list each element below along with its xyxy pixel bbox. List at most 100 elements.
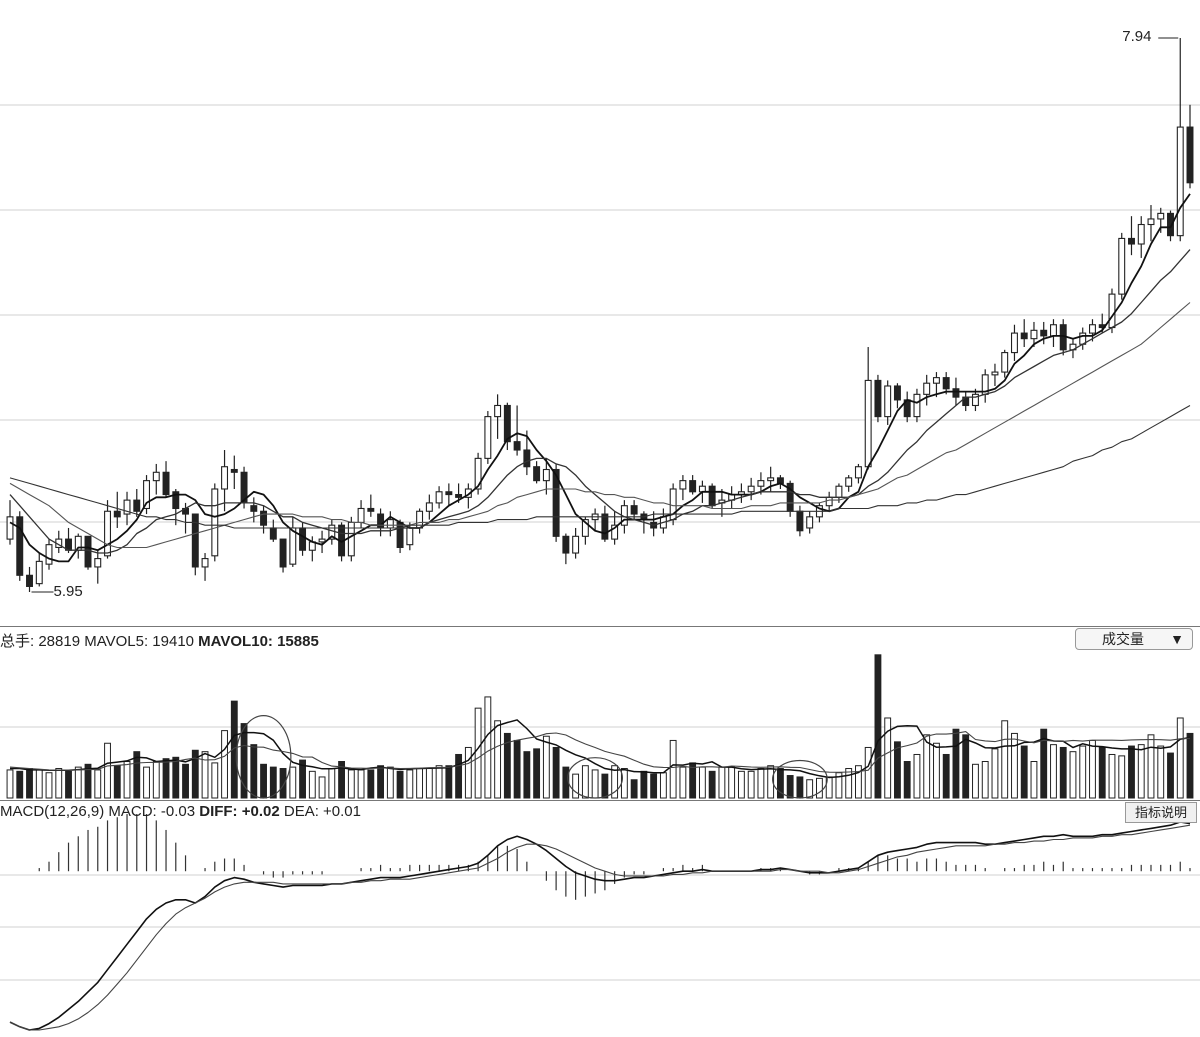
candle-body-up [542,468,550,482]
candlestick [893,383,901,409]
candle-body-down [162,471,170,496]
volume-bar-down [260,763,267,799]
volume-bar-up [35,769,43,799]
candlestick [318,530,326,554]
volume-bar-up [347,769,355,799]
candle-body-up [845,477,853,487]
volume-highlight-ellipse [567,757,624,799]
candle-body-up [767,477,775,482]
candlestick [796,505,804,537]
volume-bar-down [640,770,648,799]
candle-body-down [689,480,697,493]
candlestick [221,450,229,512]
candle-body-down [1020,332,1028,340]
volume-bar-up [669,739,677,799]
volume-bar-down [299,759,306,799]
candlestick [26,566,33,592]
volume-bar-down [445,765,453,799]
candle-body-up [923,382,931,395]
volume-bar-up [747,770,755,799]
candlestick [601,505,609,542]
volume-bar-down [552,746,560,799]
candle-body-down [708,485,716,507]
candle-body-down [269,527,277,540]
volume-bar-up [1176,717,1184,799]
volume-bar-up [328,768,336,799]
candlestick [767,466,775,492]
candle-body-up [221,466,229,490]
candle-body-up [1001,352,1009,373]
candle-body-down [1186,126,1194,184]
volume-bar-up [289,766,297,799]
volume-bar-up [45,772,53,799]
candle-body-up [201,558,209,568]
candlestick [1040,321,1048,345]
volume-bar-down [1186,732,1194,799]
candle-body-up [143,480,151,510]
chevron-down-icon: ▼ [1170,631,1184,647]
candlestick [913,388,921,423]
candlestick [591,508,599,531]
volume-bar-up [972,763,979,799]
indicator-select-label: 成交量 [1102,631,1144,647]
indicator-select[interactable]: 成交量 ▼ [1075,628,1193,650]
volume-bar-up [1030,761,1038,799]
volume-bar-down [962,734,970,799]
candle-body-down [1128,237,1135,245]
macd-legend-values: MACD(12,26,9) MACD: -0.03 [0,803,200,820]
volume-bar-down [894,741,901,799]
volume-bar-down [65,770,72,799]
candle-body-up [1118,237,1126,295]
volume-bar-up [211,762,219,799]
candle-body-up [971,393,979,407]
candlestick [16,511,24,581]
volume-bar-up [1001,720,1009,799]
volume-bar-down [503,732,511,799]
candlestick [494,394,502,439]
candlestick [162,461,170,498]
indicator-help-button[interactable]: 指标说明 [1125,802,1197,823]
candle-body-up [347,521,355,557]
volume-bar-down [133,751,141,799]
candle-body-up [1049,324,1057,337]
mavol10-line [9,731,1191,773]
candlestick [143,475,151,515]
candlestick [445,483,453,506]
volume-bar-down [689,762,697,799]
candle-body-down [26,574,33,587]
volume-bar-up [1011,732,1018,799]
candle-body-down [16,516,24,576]
candlestick [679,475,687,501]
candle-body-up [913,393,921,418]
candle-body-down [84,535,92,568]
volume-bar-down [601,773,609,799]
candlestick [84,535,92,570]
candle-body-up [611,524,619,540]
candle-body-down [562,535,570,554]
candlestick [328,519,336,545]
candlestick [386,511,394,537]
volume-bar-down [396,770,404,799]
volume-bar-down [269,766,277,799]
candle-body-up [1010,332,1018,354]
candlestick [503,402,511,451]
candlestick [659,508,667,534]
candlestick [533,461,541,484]
volume-bar-up [659,772,667,799]
candlestick [1001,349,1009,378]
volume-bar-up [679,766,687,799]
candlestick [562,533,570,565]
candlestick [854,463,862,484]
candlestick [1128,216,1135,256]
candlestick [250,497,258,523]
candlestick [191,513,199,576]
volume-bar-down [182,763,189,799]
volume-bar-up [1157,745,1165,799]
volume-bar-down [338,761,345,799]
candlestick [932,372,940,398]
candle-body-up [104,510,111,557]
candle-body-up [6,516,14,540]
candle-body-up [854,466,862,479]
candle-body-up [45,544,53,565]
